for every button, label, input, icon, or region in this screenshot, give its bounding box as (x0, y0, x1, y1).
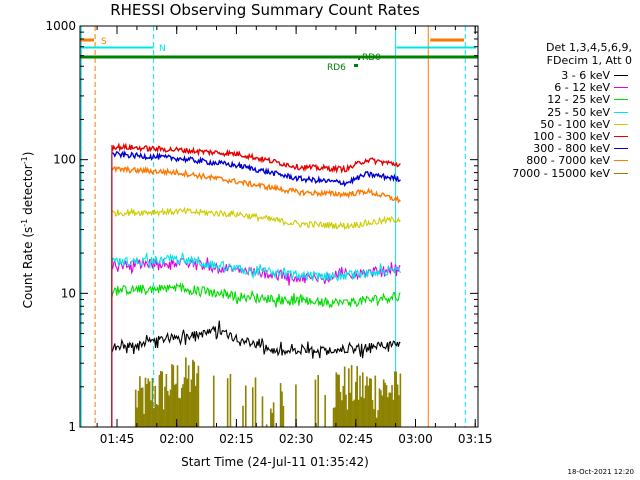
y-axis-label: Count Rate (s-1 detector-1) (20, 152, 35, 309)
series-50-100kev (111, 206, 401, 231)
flag-label-rd0: RD0 (362, 53, 381, 63)
y-tick-label: 10 (61, 286, 76, 300)
series-25-50kev (111, 252, 401, 282)
legend-item-swatch (614, 160, 628, 162)
legend-header-line-1: Det 1,3,4,5,6,9, (545, 41, 632, 54)
x-tick-label: 02:00 (159, 432, 194, 446)
legend-item-swatch (614, 148, 628, 150)
y-tick-label: 1000 (45, 19, 76, 33)
x-tick-label: 03:00 (398, 432, 433, 446)
legend-item: 800 - 7000 keV (480, 154, 632, 168)
x-tick-label: 02:30 (279, 432, 314, 446)
legend-item-label: 6 - 12 keV (554, 81, 610, 95)
x-axis-label: Start Time (24-Jul-11 01:35:42) (181, 455, 369, 469)
legend-item-swatch (614, 75, 628, 76)
flag-label-n: N (159, 44, 166, 54)
legend-item-swatch (614, 172, 628, 174)
y-tick-label: 100 (53, 153, 76, 167)
legend-item-label: 300 - 800 keV (533, 142, 610, 156)
y-axis-label-part-2: detector (21, 164, 35, 219)
legend-item-label: 12 - 25 keV (547, 93, 610, 107)
legend-item-label: 7000 - 15000 keV (512, 166, 610, 180)
series-3-6kev (111, 320, 401, 359)
flag-label-rd6: RD6 (327, 63, 346, 73)
flag-label-s: S (101, 37, 107, 47)
legend-item-swatch (614, 87, 628, 89)
legend-item-label: 800 - 7000 keV (526, 154, 610, 168)
y-axis-label-sup-2: -1 (20, 156, 29, 164)
chart-title: RHESSI Observing Summary Count Rates (110, 1, 420, 19)
series-100-300kev (111, 142, 401, 174)
rd6-flag-mark (354, 64, 358, 67)
legend-item-swatch (614, 111, 628, 113)
legend-item: 3 - 6 keV (480, 69, 632, 82)
legend-item: 25 - 50 keV (480, 105, 632, 119)
legend-item-label: 3 - 6 keV (561, 69, 610, 82)
series-300-800kev (111, 150, 401, 187)
legend-header-line-2: FDecim 1, Att 0 (546, 54, 632, 67)
axes: 01:45 02:00 02:15 02:30 02:45 03:00 03:15 1 10 10… (45, 19, 492, 446)
series-800-7000kev (111, 165, 401, 204)
y-axis-label-part-1: Count Rate (s (21, 227, 35, 309)
x-tick-label: 01:45 (100, 432, 135, 446)
legend-item: 6 - 12 keV (480, 81, 632, 95)
legend-item-swatch (614, 123, 628, 125)
footer-timestamp: 18-Oct-2021 12:20 (567, 468, 634, 476)
legend-item: 50 - 100 keV (480, 117, 632, 131)
legend-item: 12 - 25 keV (480, 93, 632, 107)
plot-area: S N RD6 RD0 (80, 26, 478, 427)
rd0-flag-mark (358, 57, 360, 60)
legend-item-label: 50 - 100 keV (540, 117, 610, 131)
x-tick-label: 02:15 (219, 432, 254, 446)
legend-item: 7000 - 15000 keV (480, 166, 632, 180)
series-7000-15000kev (134, 357, 402, 427)
x-tick-label: 02:45 (339, 432, 374, 446)
y-axis-label-sup-1: -1 (20, 219, 29, 227)
legend-item-label: 25 - 50 keV (547, 105, 610, 119)
y-tick-label: 1 (68, 420, 76, 434)
x-tick-label: 03:15 (458, 432, 493, 446)
legend-item-label: 100 - 300 keV (533, 130, 610, 143)
series-12-25kev (111, 282, 401, 309)
plot-frame (79, 25, 479, 428)
legend-item: 300 - 800 keV (480, 142, 632, 156)
y-axis-label-part-3: ) (21, 152, 35, 157)
legend-item: 100 - 300 keV (480, 130, 632, 143)
legend-item-swatch (614, 136, 628, 137)
legend-item-swatch (614, 99, 628, 101)
